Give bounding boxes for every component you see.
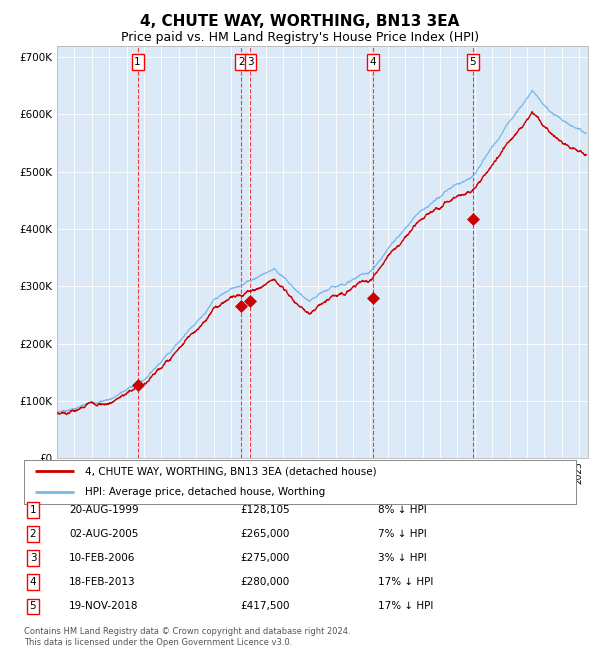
Text: 3% ↓ HPI: 3% ↓ HPI xyxy=(378,553,427,564)
Text: £265,000: £265,000 xyxy=(240,529,289,539)
Text: Contains HM Land Registry data © Crown copyright and database right 2024.
This d: Contains HM Land Registry data © Crown c… xyxy=(24,627,350,647)
Text: Price paid vs. HM Land Registry's House Price Index (HPI): Price paid vs. HM Land Registry's House … xyxy=(121,31,479,44)
Text: 4, CHUTE WAY, WORTHING, BN13 3EA: 4, CHUTE WAY, WORTHING, BN13 3EA xyxy=(140,14,460,29)
Text: 1: 1 xyxy=(134,57,141,67)
Text: 2: 2 xyxy=(238,57,245,67)
Text: £417,500: £417,500 xyxy=(240,601,290,612)
Text: 3: 3 xyxy=(29,553,37,564)
Text: 4: 4 xyxy=(370,57,376,67)
Text: 20-AUG-1999: 20-AUG-1999 xyxy=(69,505,139,515)
Text: 18-FEB-2013: 18-FEB-2013 xyxy=(69,577,136,588)
Text: 1: 1 xyxy=(29,505,37,515)
Text: £280,000: £280,000 xyxy=(240,577,289,588)
Text: 17% ↓ HPI: 17% ↓ HPI xyxy=(378,577,433,588)
Text: £275,000: £275,000 xyxy=(240,553,289,564)
Text: 8% ↓ HPI: 8% ↓ HPI xyxy=(378,505,427,515)
Text: 5: 5 xyxy=(29,601,37,612)
Text: HPI: Average price, detached house, Worthing: HPI: Average price, detached house, Wort… xyxy=(85,487,325,497)
Text: 7% ↓ HPI: 7% ↓ HPI xyxy=(378,529,427,539)
Text: 19-NOV-2018: 19-NOV-2018 xyxy=(69,601,139,612)
Text: 4: 4 xyxy=(29,577,37,588)
Text: 5: 5 xyxy=(469,57,476,67)
Text: 10-FEB-2006: 10-FEB-2006 xyxy=(69,553,136,564)
Text: 02-AUG-2005: 02-AUG-2005 xyxy=(69,529,139,539)
Text: 4, CHUTE WAY, WORTHING, BN13 3EA (detached house): 4, CHUTE WAY, WORTHING, BN13 3EA (detach… xyxy=(85,467,376,476)
Text: 2: 2 xyxy=(29,529,37,539)
Text: £128,105: £128,105 xyxy=(240,505,290,515)
Text: 3: 3 xyxy=(247,57,254,67)
Text: 17% ↓ HPI: 17% ↓ HPI xyxy=(378,601,433,612)
